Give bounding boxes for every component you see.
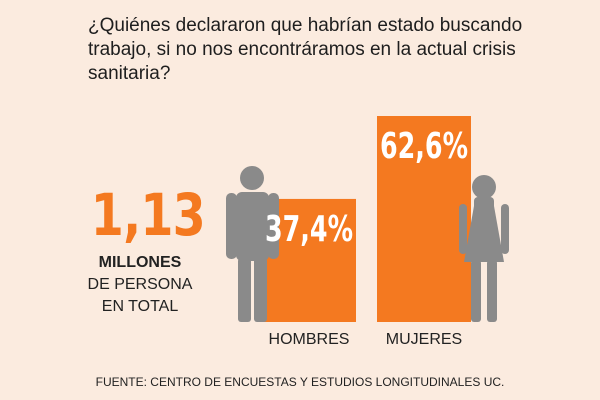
- total-desc-line2: EN TOTAL: [101, 298, 179, 315]
- woman-figure-icon: [459, 175, 509, 322]
- category-label: HOMBRES: [269, 331, 350, 348]
- bar-mujeres: [377, 116, 471, 322]
- bar-value-labels: 37,4% 62,6%: [265, 126, 468, 250]
- man-figure-icon: [226, 166, 279, 322]
- bar-value-label: 62,6%: [380, 126, 468, 167]
- source-note: FUENTE: CENTRO DE ENCUESTAS Y ESTUDIOS L…: [95, 375, 505, 389]
- total-summary: 1,13 MILLONES DE PERSONA EN TOTAL: [80, 180, 206, 318]
- total-desc-line1: DE PERSONA: [87, 276, 193, 293]
- total-number: 1,13: [90, 181, 206, 249]
- category-labels: HOMBRES MUJERES: [269, 331, 463, 348]
- total-unit: MILLONES: [98, 254, 182, 271]
- chart-question-title: ¿Quiénes declararon que habrían estado b…: [88, 15, 523, 84]
- category-label: MUJERES: [386, 331, 462, 348]
- bar-value-label: 37,4%: [265, 209, 353, 250]
